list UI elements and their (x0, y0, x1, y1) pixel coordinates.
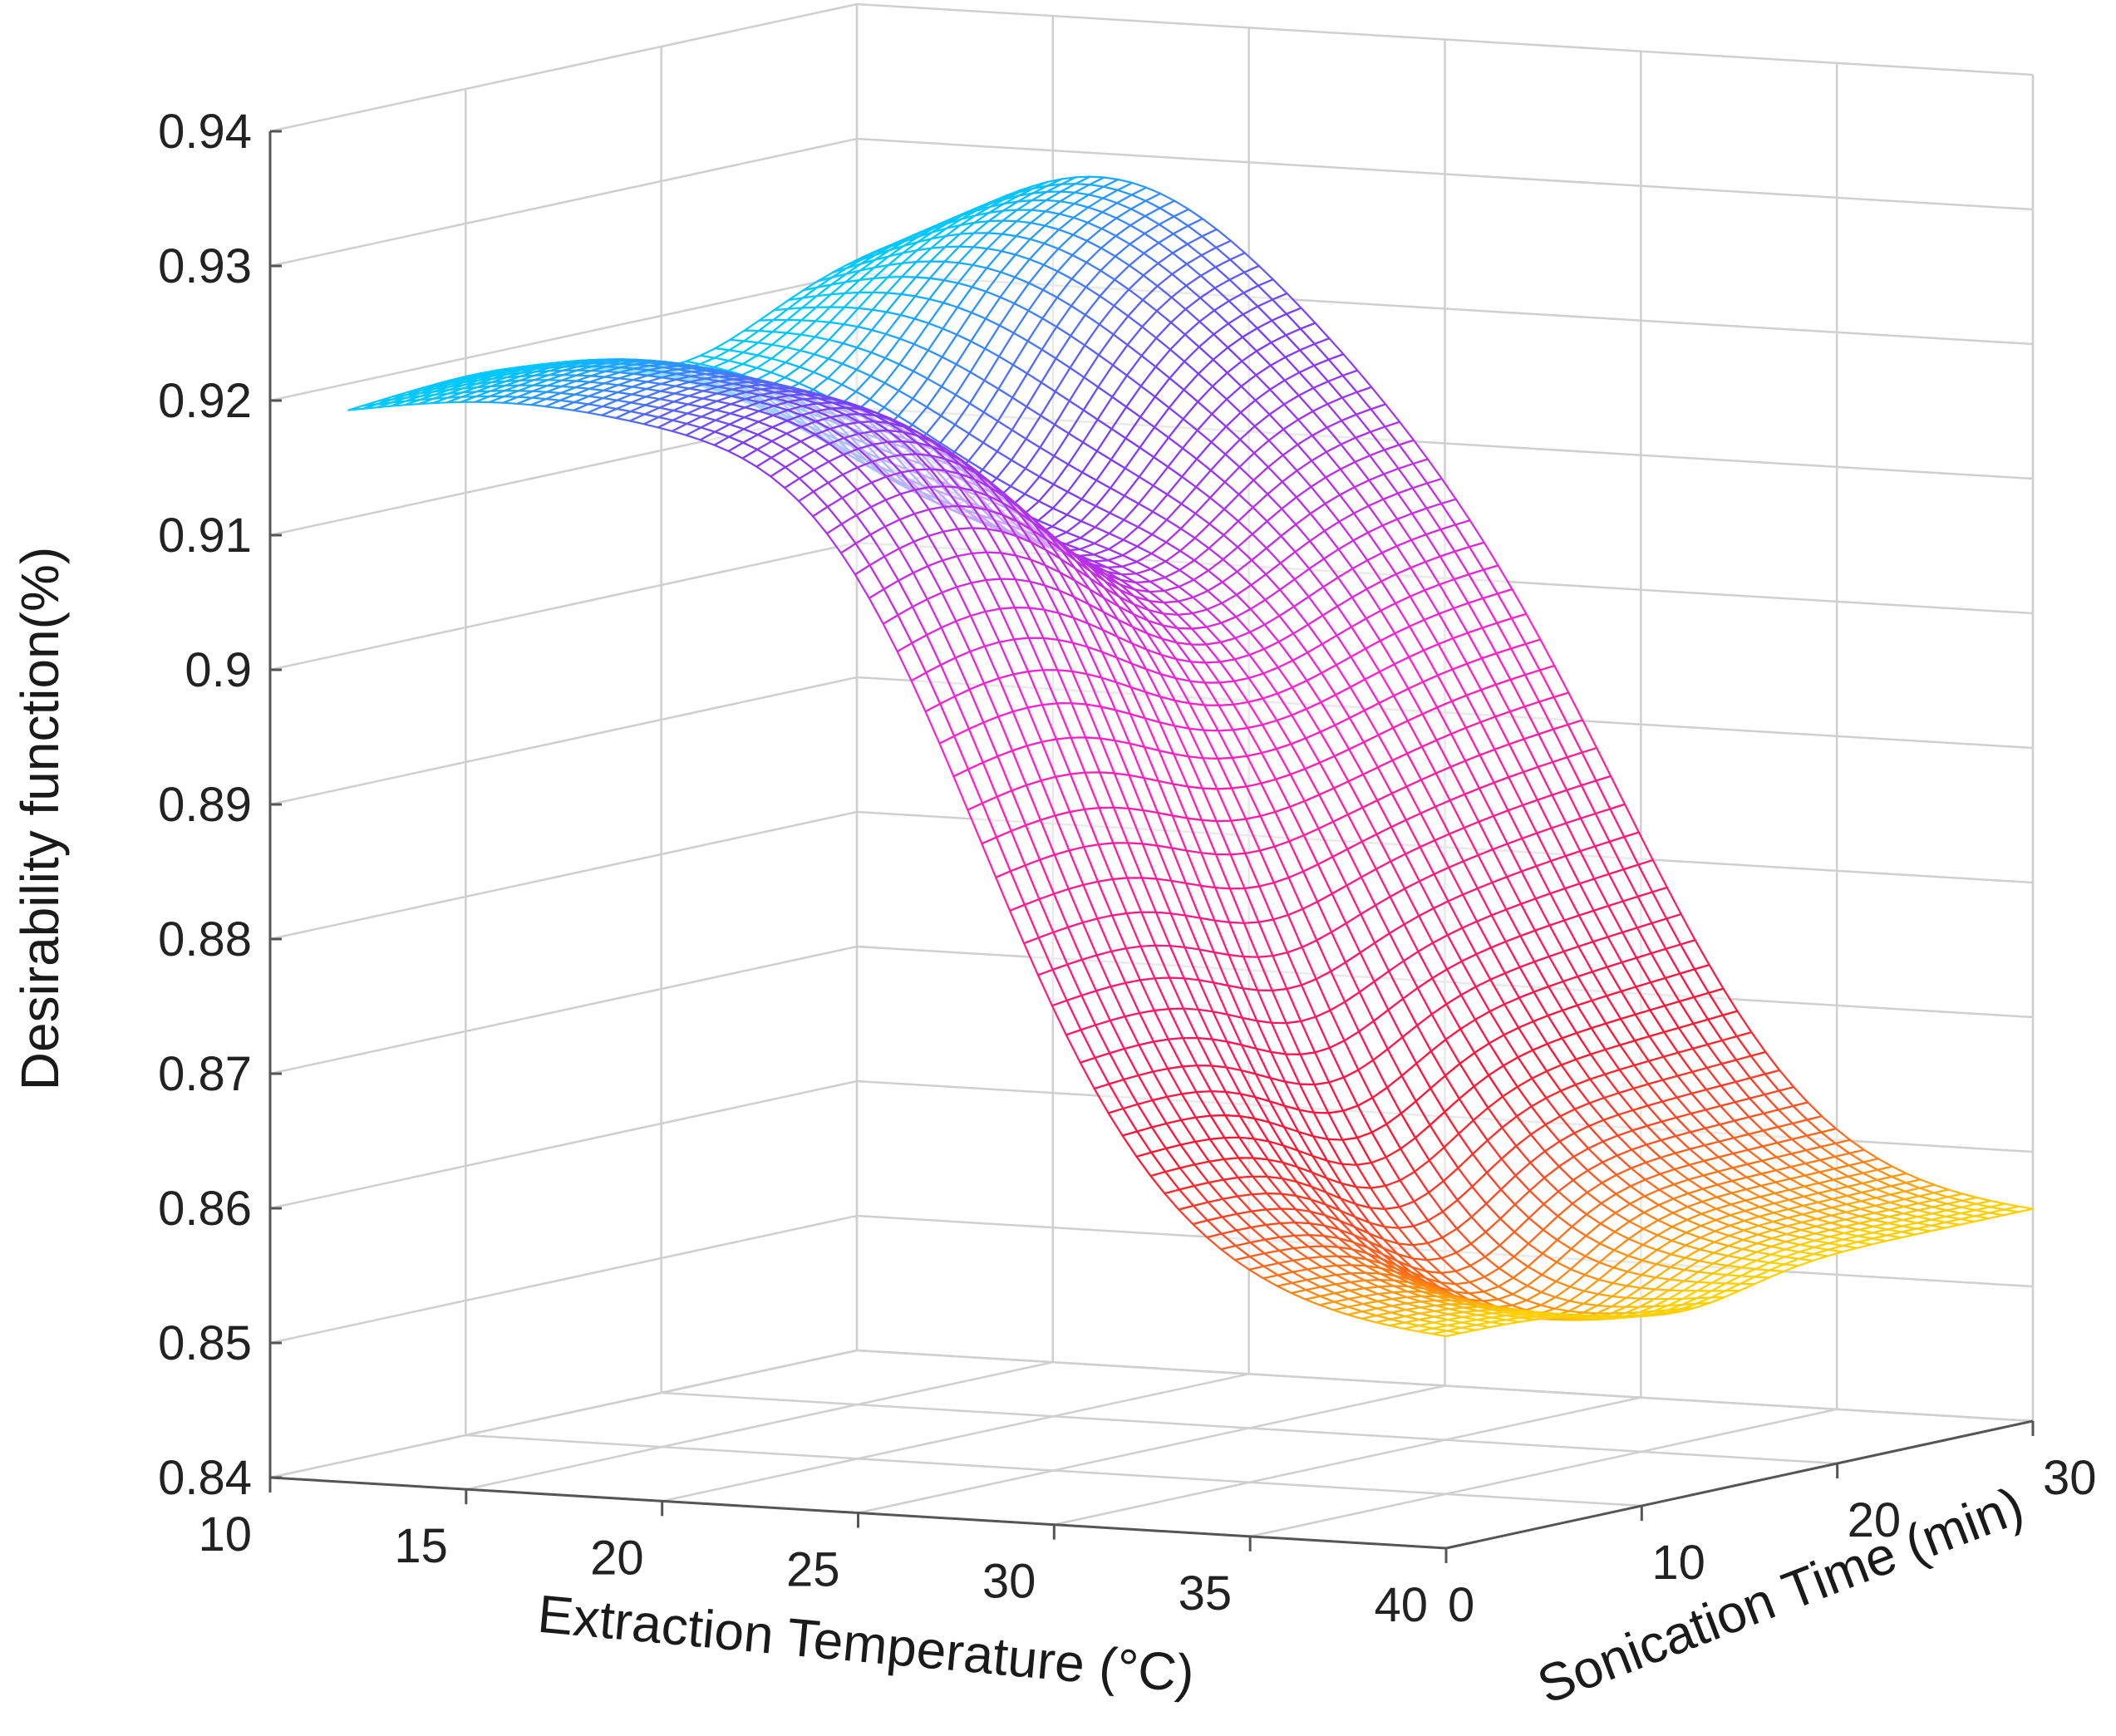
floor-gridline (1054, 1396, 1641, 1526)
floor-gridline (662, 1373, 1249, 1502)
z-axis-label: Desirability function(%) (10, 547, 70, 1090)
z-tick-label: 0.84 (158, 1451, 252, 1505)
left-wall-gridline (269, 945, 858, 1075)
floor-gridline (1249, 1408, 1838, 1538)
left-wall-gridline (269, 810, 858, 941)
left-wall-gridline (269, 1079, 858, 1210)
floor-gridline (661, 1391, 1838, 1465)
left-wall-gridline (269, 272, 858, 402)
y-axis-line (1445, 1419, 2034, 1550)
x-tick-label: 40 (1374, 1578, 1428, 1632)
floor-gridline (858, 1384, 1445, 1514)
y-tick-label: 20 (1848, 1493, 1902, 1547)
tick-labels: 0.84 0.85 0.86 0.87 0.88 0.89 0.9 0.91 0.92 0.93 0… (158, 105, 2096, 1632)
z-tick-label: 0.9 (185, 643, 252, 697)
z-tick-label: 0.93 (158, 239, 252, 293)
z-tick-label: 0.85 (158, 1316, 252, 1370)
x-axis-label: Extraction Temperature (°C) (535, 1584, 1197, 1704)
z-tick-label: 0.86 (158, 1182, 252, 1236)
z-tick-label: 0.88 (158, 912, 252, 966)
x-tick-label: 35 (1179, 1566, 1233, 1620)
surface-mesh (347, 175, 2035, 1338)
left-wall-gridline (269, 1214, 858, 1345)
x-tick-label: 20 (590, 1531, 644, 1585)
floor-gridline (465, 1360, 1054, 1491)
left-wall-gridline (269, 541, 858, 671)
left-wall-gridline (269, 2, 858, 133)
floor-gridline (465, 1434, 1642, 1507)
z-tick-label: 0.87 (158, 1047, 252, 1101)
y-tick-label: 30 (2043, 1451, 2097, 1505)
floor-gridline (269, 1349, 858, 1479)
z-tick-label: 0.91 (158, 509, 252, 563)
x-tick-label: 30 (982, 1555, 1036, 1609)
left-wall-gridline (269, 676, 858, 806)
z-tick-label: 0.94 (158, 105, 252, 159)
x-tick-label: 25 (786, 1543, 840, 1597)
left-wall-gridline (269, 137, 858, 268)
y-axis-label: Sonication Time (min) (1529, 1475, 2031, 1715)
axes-frame (268, 130, 2035, 1563)
y-tick-label: 10 (1651, 1536, 1705, 1590)
y-tick-label: 0 (1448, 1578, 1474, 1632)
x-tick-label: 10 (198, 1507, 252, 1561)
x-tick-label: 15 (394, 1519, 448, 1573)
mesh-cell (1430, 1330, 1462, 1338)
floor-gridline (856, 1349, 2034, 1423)
z-tick-label: 0.92 (158, 374, 252, 428)
z-tick-label: 0.89 (158, 778, 252, 832)
